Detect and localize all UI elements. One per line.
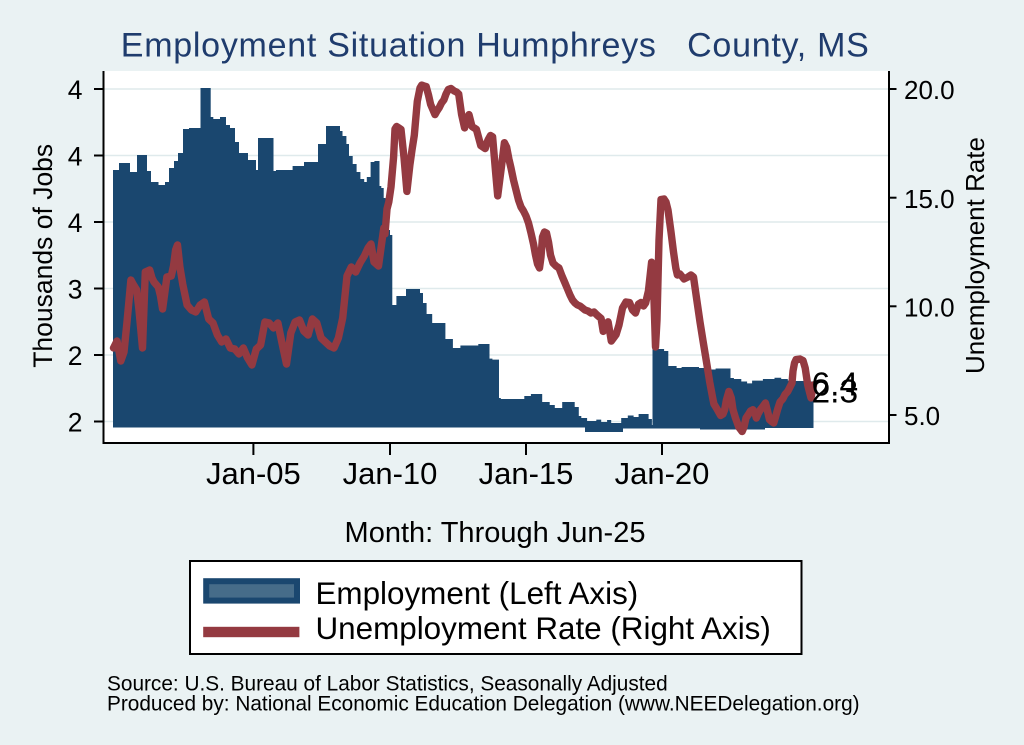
svg-text:2: 2	[68, 408, 83, 438]
svg-text:Employment Situation Humphreys: Employment Situation Humphreys County, M…	[121, 27, 869, 65]
svg-text:4: 4	[68, 208, 83, 238]
svg-text:Jan-05: Jan-05	[206, 456, 301, 491]
svg-text:5.0: 5.0	[904, 401, 940, 431]
svg-text:4: 4	[68, 142, 83, 172]
svg-text:4: 4	[68, 75, 83, 105]
svg-text:3: 3	[68, 275, 83, 305]
svg-text:10.0: 10.0	[904, 293, 955, 323]
svg-text:2.3: 2.3	[812, 374, 859, 411]
svg-text:Produced by: National Economic: Produced by: National Economic Education…	[107, 693, 860, 716]
svg-text:Unemployment Rate: Unemployment Rate	[960, 137, 990, 374]
svg-text:Jan-15: Jan-15	[479, 456, 574, 491]
svg-text:Jan-10: Jan-10	[343, 456, 438, 491]
svg-text:Unemployment Rate (Right Axis): Unemployment Rate (Right Axis)	[316, 611, 771, 646]
svg-text:6.4: 6.4	[812, 367, 859, 404]
svg-text:20.0: 20.0	[904, 75, 955, 105]
svg-text:Jan-20: Jan-20	[615, 456, 710, 491]
svg-text:Employment (Left Axis): Employment (Left Axis)	[316, 576, 639, 611]
svg-text:Thousands of Jobs: Thousands of Jobs	[28, 144, 58, 368]
svg-text:Source: U.S. Bureau of Labor S: Source: U.S. Bureau of Labor Statistics,…	[107, 673, 668, 696]
svg-text:2: 2	[68, 341, 83, 371]
svg-text:15.0: 15.0	[904, 184, 955, 214]
svg-text:Month: Through Jun-25: Month: Through Jun-25	[345, 517, 646, 549]
